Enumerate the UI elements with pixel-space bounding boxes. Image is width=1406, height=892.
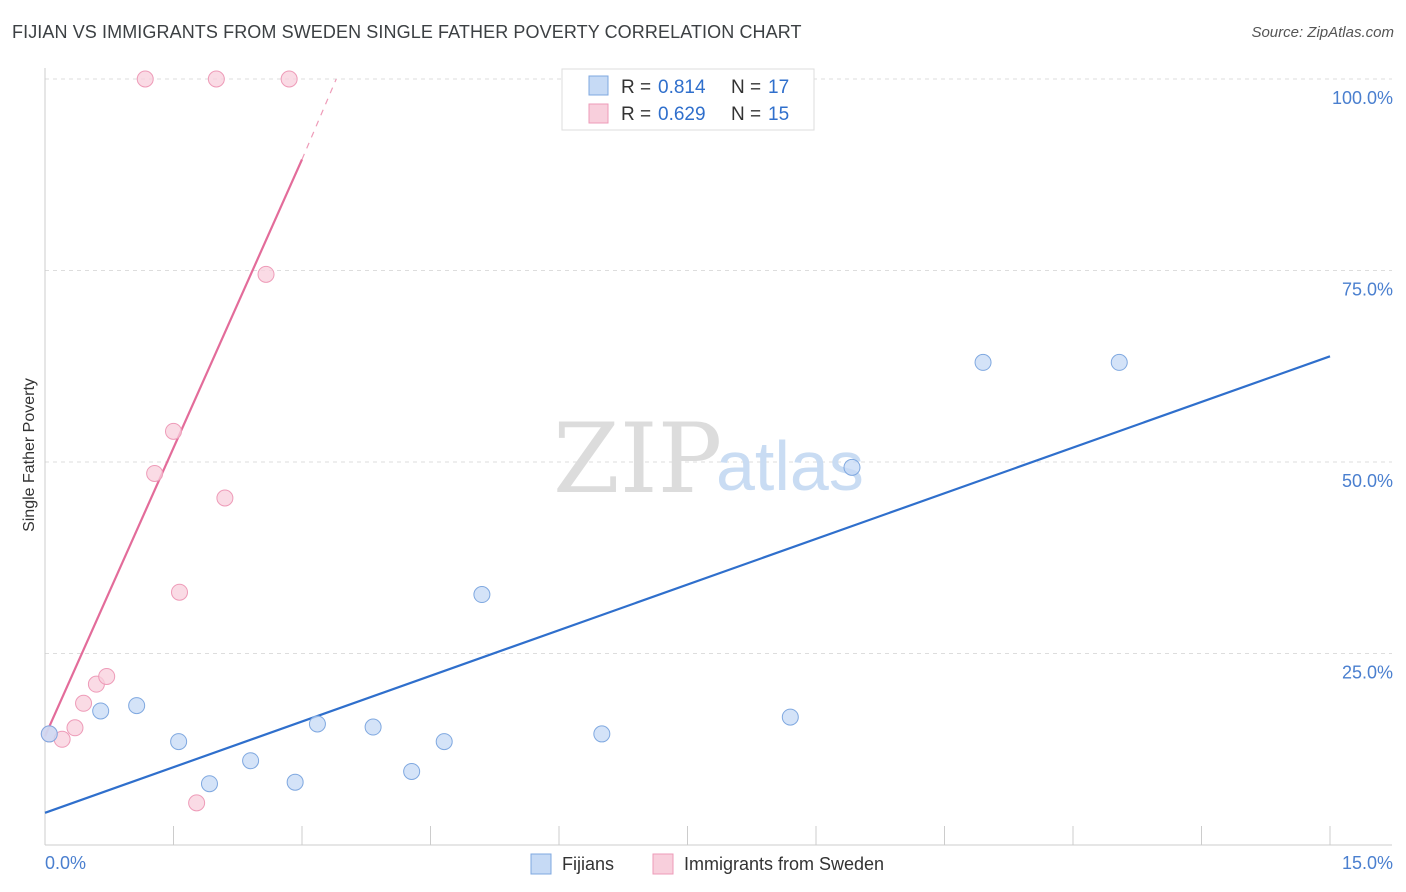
point-fijians <box>843 458 861 476</box>
legend-n-label-2: N = <box>731 104 761 125</box>
legend-n-label-1: N = <box>731 77 761 98</box>
y-tick-label-100: 100.0% <box>1332 88 1393 108</box>
point-sweden <box>165 422 182 440</box>
series-legend: Fijians Immigrants from Sweden <box>530 853 884 875</box>
point-sweden <box>257 265 275 283</box>
series-label-fijians: Fijians <box>562 854 614 874</box>
legend-n-value-2: 15 <box>768 104 789 125</box>
point-sweden <box>136 70 154 88</box>
watermark: ZIP atlas <box>553 403 864 515</box>
point-fijians <box>781 708 799 726</box>
legend-r-label-1: R = <box>621 77 651 98</box>
data-points <box>40 70 1128 812</box>
trend-lines <box>43 78 1331 814</box>
y-tick-label-75: 75.0% <box>1342 280 1393 300</box>
trend-line-fijians <box>44 355 1331 814</box>
point-sweden <box>98 667 116 685</box>
legend-n-value-1: 17 <box>768 77 789 98</box>
legend-r-label-2: R = <box>621 104 651 125</box>
point-fijians <box>308 715 326 733</box>
y-tick-label-25: 25.0% <box>1342 663 1393 683</box>
watermark-atlas: atlas <box>716 427 864 505</box>
point-fijians <box>435 733 453 751</box>
point-sweden <box>207 70 225 88</box>
series-swatch-fijians <box>530 853 552 875</box>
point-fijians <box>403 762 421 780</box>
point-fijians <box>473 586 491 604</box>
y-tick-label-50: 50.0% <box>1342 471 1393 491</box>
source-label: Source: ZipAtlas.com <box>1251 24 1394 41</box>
point-fijians <box>40 725 58 743</box>
point-sweden <box>75 694 93 712</box>
correlation-legend: R = 0.814 N = 17 R = 0.629 N = 15 <box>561 68 815 131</box>
point-sweden <box>146 464 164 482</box>
point-sweden <box>216 489 234 507</box>
series-swatch-sweden <box>652 853 674 875</box>
legend-r-value-2: 0.629 <box>658 104 706 125</box>
point-sweden <box>66 719 84 737</box>
point-fijians <box>1110 353 1128 371</box>
point-fijians <box>200 775 218 793</box>
trend-line-sweden <box>43 158 304 737</box>
x-tick-label-max: 15.0% <box>1342 853 1393 873</box>
point-sweden <box>188 794 206 812</box>
point-fijians <box>364 718 382 736</box>
point-fijians <box>170 733 188 751</box>
y-axis-label: Single Father Poverty <box>21 378 38 532</box>
point-fijians <box>593 725 611 743</box>
axes <box>44 68 1392 846</box>
point-fijians <box>92 702 110 720</box>
series-label-sweden: Immigrants from Sweden <box>684 854 884 874</box>
point-sweden <box>280 70 298 88</box>
tick-labels: 25.0% 50.0% 75.0% 100.0% 0.0% 15.0% <box>45 88 1393 873</box>
point-fijians <box>974 353 992 371</box>
watermark-zip: ZIP <box>553 403 722 515</box>
legend-swatch-sweden <box>588 103 609 124</box>
point-fijians <box>286 773 304 791</box>
point-sweden <box>170 583 188 601</box>
point-fijians <box>128 697 146 715</box>
chart-title: FIJIAN VS IMMIGRANTS FROM SWEDEN SINGLE … <box>12 22 802 42</box>
point-fijians <box>242 752 260 770</box>
x-tick-label-min: 0.0% <box>45 853 86 873</box>
grid-lines <box>45 78 1392 654</box>
legend-swatch-fijians <box>588 75 609 96</box>
legend-r-value-1: 0.814 <box>658 77 706 98</box>
trend-line-sweden-extension <box>301 78 337 160</box>
